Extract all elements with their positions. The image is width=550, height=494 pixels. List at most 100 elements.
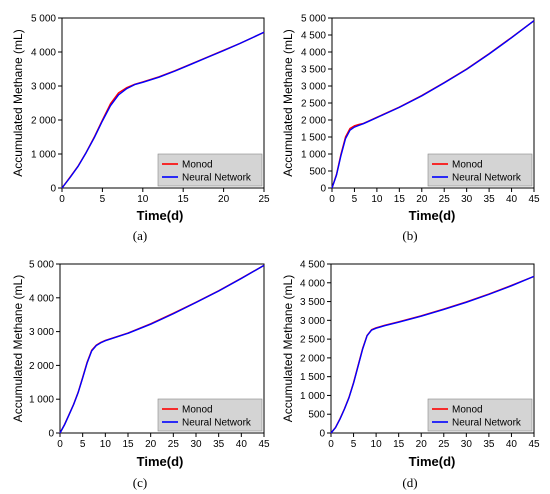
x-tick-label: 30 bbox=[461, 194, 473, 205]
panel-a: 0 5 10 15 20 25 0 1 000 2 000 3 000 4 000 5 000 Time… bbox=[11, 14, 270, 244]
y-tick-label: 3 500 bbox=[300, 297, 325, 308]
x-tick-label: 45 bbox=[528, 439, 540, 450]
x-tick-label: 25 bbox=[438, 439, 450, 450]
legend: Monod Neural Network bbox=[157, 398, 263, 432]
y-tick-label: 3 000 bbox=[301, 82, 326, 93]
legend-box bbox=[157, 398, 263, 432]
y-tick-label: 0 bbox=[48, 429, 54, 440]
x-tick-label: 35 bbox=[483, 439, 495, 450]
y-tick-label: 4 500 bbox=[300, 260, 325, 271]
y-tick-label: 3 000 bbox=[300, 316, 325, 327]
x-tick-label: 40 bbox=[236, 439, 248, 450]
legend-box bbox=[157, 153, 263, 187]
y-tick-label: 2 000 bbox=[29, 361, 54, 372]
x-tick-label: 35 bbox=[484, 194, 496, 205]
y-tick-label: 2 000 bbox=[300, 353, 325, 364]
x-tick-label: 0 bbox=[59, 194, 65, 205]
y-tick-label: 3 000 bbox=[29, 327, 54, 338]
x-tick-label: 20 bbox=[416, 439, 428, 450]
series-line-neural-network bbox=[61, 31, 265, 189]
legend-label: Neural Network bbox=[182, 173, 252, 184]
y-tick-label: 1 000 bbox=[301, 150, 326, 161]
y-axis-title: Accumulated Methane (mL) bbox=[281, 29, 295, 176]
x-tick-label: 10 bbox=[100, 439, 112, 450]
y-tick-label: 4 000 bbox=[301, 48, 326, 59]
x-tick-label: 5 bbox=[352, 194, 358, 205]
panel-caption: (a) bbox=[133, 228, 147, 243]
x-tick-label: 45 bbox=[528, 194, 540, 205]
x-axis-title: Time(d) bbox=[137, 208, 184, 223]
legend-label: Monod bbox=[452, 160, 483, 171]
x-tick-label: 0 bbox=[57, 439, 63, 450]
series-line-neural-network bbox=[59, 264, 265, 434]
y-tick-label: 0 bbox=[320, 184, 326, 195]
y-tick-label: 1 000 bbox=[31, 150, 56, 161]
x-tick-label: 25 bbox=[258, 194, 270, 205]
x-tick-label: 40 bbox=[506, 194, 518, 205]
legend: Monod Neural Network bbox=[157, 153, 263, 187]
x-tick-label: 5 bbox=[80, 439, 86, 450]
x-tick-label: 5 bbox=[351, 439, 357, 450]
panel-caption: (d) bbox=[402, 475, 417, 490]
plot-frame bbox=[61, 17, 265, 189]
x-tick-label: 15 bbox=[394, 194, 406, 205]
x-tick-label: 15 bbox=[178, 194, 190, 205]
y-tick-label: 500 bbox=[308, 410, 325, 421]
panel-d: 0 5 10 15 20 25 30 35 40 45 0 500 1 000 1 500 2 000 2 5… bbox=[281, 260, 540, 491]
y-tick-label: 2 500 bbox=[301, 99, 326, 110]
y-tick-label: 5 000 bbox=[31, 14, 56, 25]
legend-label: Monod bbox=[182, 405, 213, 416]
y-tick-label: 3 500 bbox=[301, 65, 326, 76]
y-tick-label: 2 000 bbox=[31, 116, 56, 127]
x-tick-label: 30 bbox=[190, 439, 202, 450]
panel-caption: (c) bbox=[133, 475, 147, 490]
y-tick-label: 2 000 bbox=[301, 116, 326, 127]
y-tick-label: 1 000 bbox=[300, 391, 325, 402]
y-tick-label: 0 bbox=[50, 184, 56, 195]
legend: Monod Neural Network bbox=[427, 153, 533, 187]
plot-frame bbox=[330, 263, 535, 434]
panel-c: 0 5 10 15 20 25 30 35 40 45 0 1 000 2 000 3 000 4 000 5… bbox=[11, 260, 270, 491]
y-tick-label: 4 000 bbox=[29, 293, 54, 304]
series-line-neural-network bbox=[331, 20, 535, 189]
y-tick-label: 2 500 bbox=[300, 335, 325, 346]
x-tick-label: 15 bbox=[122, 439, 134, 450]
series-line-neural-network bbox=[330, 275, 535, 434]
x-tick-label: 10 bbox=[137, 194, 149, 205]
x-tick-label: 10 bbox=[371, 194, 383, 205]
y-axis-title: Accumulated Methane (mL) bbox=[11, 275, 25, 422]
panel-caption: (b) bbox=[402, 228, 417, 243]
y-tick-label: 5 000 bbox=[29, 260, 54, 271]
legend-label: Monod bbox=[182, 160, 213, 171]
y-tick-label: 0 bbox=[319, 429, 325, 440]
x-tick-label: 45 bbox=[258, 439, 270, 450]
legend-label: Neural Network bbox=[452, 418, 522, 429]
x-tick-label: 10 bbox=[371, 439, 383, 450]
y-tick-label: 500 bbox=[309, 167, 326, 178]
y-axis-title: Accumulated Methane (mL) bbox=[11, 29, 25, 176]
x-tick-label: 20 bbox=[218, 194, 230, 205]
y-tick-label: 5 000 bbox=[301, 14, 326, 25]
legend-label: Neural Network bbox=[452, 173, 522, 184]
y-tick-label: 3 000 bbox=[31, 82, 56, 93]
x-tick-label: 40 bbox=[506, 439, 518, 450]
x-axis-title: Time(d) bbox=[409, 454, 456, 469]
x-tick-label: 5 bbox=[100, 194, 106, 205]
x-axis-title: Time(d) bbox=[409, 208, 456, 223]
x-tick-label: 15 bbox=[393, 439, 405, 450]
y-axis-title: Accumulated Methane (mL) bbox=[281, 275, 295, 422]
x-tick-label: 30 bbox=[461, 439, 473, 450]
y-tick-label: 1 000 bbox=[29, 395, 54, 406]
y-tick-label: 4 500 bbox=[301, 31, 326, 42]
legend: Monod Neural Network bbox=[427, 398, 533, 432]
x-tick-label: 0 bbox=[329, 194, 335, 205]
x-tick-label: 25 bbox=[439, 194, 451, 205]
x-tick-label: 35 bbox=[213, 439, 225, 450]
x-axis-title: Time(d) bbox=[137, 454, 184, 469]
plot-frame bbox=[59, 263, 265, 434]
legend-label: Monod bbox=[452, 405, 483, 416]
y-tick-label: 4 000 bbox=[31, 48, 56, 59]
legend-box bbox=[427, 398, 533, 432]
x-tick-label: 0 bbox=[328, 439, 334, 450]
